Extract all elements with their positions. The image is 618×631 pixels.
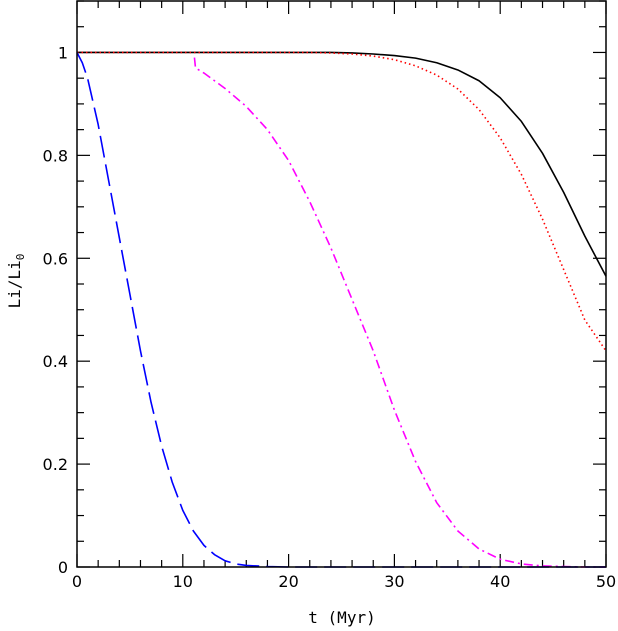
- y-axis-label-main: Li/Li: [5, 260, 24, 308]
- y-tick-label: 0.2: [43, 455, 68, 474]
- x-tick-label: 30: [384, 572, 404, 591]
- plot-frame: [76, 0, 607, 568]
- y-axis-label-subscript: 0: [14, 254, 27, 261]
- series-line-solid: [77, 51, 607, 277]
- y-tick-label: 0.8: [43, 146, 68, 165]
- x-tick-label: 0: [72, 572, 82, 591]
- x-tick-label: 20: [278, 572, 298, 591]
- x-tick-label: 10: [173, 572, 193, 591]
- ticks-layer: [76, 0, 607, 568]
- y-tick-label: 1: [58, 43, 68, 62]
- labels-layer: 0 10 20 30 40 50 0 0.2 0.4 0.6 0.8 1: [43, 43, 617, 591]
- y-tick-label: 0: [58, 558, 68, 577]
- series-layer: [76, 51, 607, 568]
- y-tick-label: 0.6: [43, 249, 68, 268]
- y-axis-label: Li/Li0: [5, 254, 27, 309]
- series-line-dotted: [77, 51, 607, 352]
- y-tick-label: 0.4: [43, 352, 68, 371]
- x-tick-label: 40: [490, 572, 510, 591]
- series-line-dash-dot: [193, 57, 606, 568]
- x-tick-label: 50: [596, 572, 616, 591]
- x-axis-label: t (Myr): [308, 608, 375, 627]
